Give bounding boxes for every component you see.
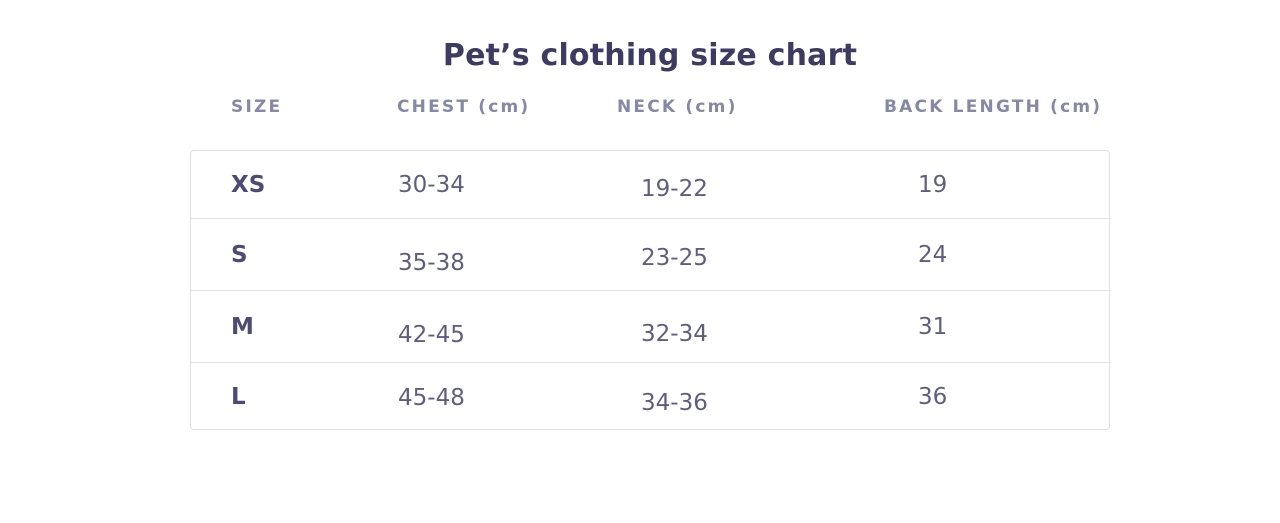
page-title: Pet’s clothing size chart (442, 38, 858, 73)
column-header-back-length: BACK LENGTH (cm) (884, 97, 1103, 117)
chest-value: 42-45 (398, 322, 465, 348)
chest-value: 35-38 (398, 250, 465, 276)
size-label: M (231, 314, 254, 340)
table-row-s: S 35-38 23-25 24 (191, 218, 1111, 291)
table-row-m: M 42-45 32-34 31 (191, 290, 1111, 363)
chest-value: 30-34 (398, 171, 465, 198)
neck-value: 34-36 (641, 389, 708, 416)
neck-value: 19-22 (641, 175, 708, 202)
column-header-size: SIZE (231, 97, 283, 117)
back-length-value: 19 (918, 171, 948, 198)
table-header-row: SIZE CHEST (cm) NECK (cm) BACK LENGTH (c… (190, 93, 1110, 121)
table-row-xs: XS 30-34 19-22 19 (191, 151, 1111, 218)
size-label: S (231, 242, 248, 268)
chest-value: 45-48 (398, 384, 465, 411)
size-table: XS 30-34 19-22 19 S 35-38 23-25 24 M 42-… (190, 150, 1111, 430)
neck-value: 32-34 (641, 321, 708, 347)
chart-content: Pet’s clothing size chart (190, 0, 1110, 73)
neck-value: 23-25 (641, 245, 708, 271)
column-header-neck: NECK (cm) (617, 97, 738, 117)
back-length-value: 36 (918, 383, 948, 410)
table-row-l: L 45-48 34-36 36 (191, 362, 1111, 430)
back-length-value: 24 (918, 242, 948, 268)
size-label: L (231, 383, 246, 410)
size-label: XS (231, 171, 266, 198)
back-length-value: 31 (918, 314, 948, 340)
column-header-chest: CHEST (cm) (397, 97, 531, 117)
